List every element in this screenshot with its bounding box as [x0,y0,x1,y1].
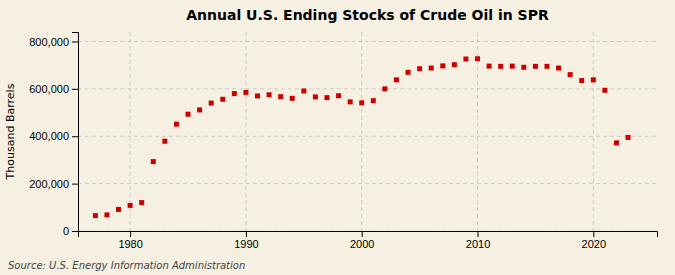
grid-line-x [245,32,246,231]
point [417,66,422,71]
point [174,122,179,127]
point [510,64,515,69]
grid-line-x [130,32,131,231]
point [556,66,561,71]
point [116,207,121,212]
tick-mark [593,231,594,237]
point [255,93,260,98]
point [220,97,225,102]
point [197,107,202,112]
point [162,139,167,144]
point [591,77,596,82]
tick-label: 2020 [582,238,606,250]
tick-label: 2010 [466,238,490,250]
tick-label: 1980 [118,238,142,250]
point [93,213,98,218]
axis-line [72,33,79,232]
tick-mark [130,231,131,237]
tick: 600,000 [29,83,78,95]
tick: 800,000 [29,35,78,47]
point [602,88,607,93]
tick-label: 1990 [234,238,258,250]
point [348,99,353,104]
tick: 200,000 [29,178,78,190]
point [429,66,434,71]
plot: 1980 1990 2000 2010 2020 0 200,000 400,000 600,0… [29,32,657,250]
grid-line-y [78,88,657,89]
tick-label: 200,000 [29,178,69,190]
point [336,93,341,98]
point [290,96,295,101]
point [278,94,283,99]
grid-line-x [361,32,362,231]
point [382,86,387,91]
point [579,78,584,83]
chart: 1980 1990 2000 2010 2020 0 200,000 400,000 600,0… [0,0,675,275]
point [626,135,631,140]
tick: 1980 [118,231,142,250]
point [371,98,376,103]
point [394,77,399,82]
tick-mark [72,184,78,185]
grid-line-y [78,136,657,137]
grid-line-x [477,32,478,231]
tick-mark [72,231,78,232]
point [487,64,492,69]
tick-label: 400,000 [29,130,69,142]
grid-line-y [78,41,657,42]
tick-mark [362,231,363,237]
point [544,64,549,69]
point [440,63,445,68]
tick-label: 2000 [350,238,374,250]
tick: 2020 [582,231,606,250]
tick: 1990 [234,231,258,250]
tick-mark [72,41,78,42]
point [406,70,411,75]
point [498,64,503,69]
point [313,94,318,99]
point [452,62,457,67]
tick: 400,000 [29,130,78,142]
point [359,100,364,105]
point [324,95,329,100]
point [475,56,480,61]
tick-mark [72,89,78,90]
tick-label: 0 [63,225,69,237]
point [463,57,468,62]
grid-line-x [593,32,594,231]
point [243,90,248,95]
point [209,101,214,106]
source-note: Source: U.S. Energy Information Administ… [8,260,245,271]
point [533,64,538,69]
point [614,140,619,145]
y-axis-title: Thousand Barrels [4,83,17,180]
background [0,0,675,275]
point [104,212,109,217]
grid-line-y [78,183,657,184]
x-axis: 1980 1990 2000 2010 2020 [79,231,658,250]
tick-mark [478,231,479,237]
tick-label: 800,000 [29,35,69,47]
y-axis: 0 200,000 400,000 600,000 800,000 [29,33,78,238]
tick: 2000 [350,231,374,250]
point [186,112,191,117]
grid [78,32,657,231]
axis-line [79,232,658,238]
tick-mark [72,136,78,137]
point [128,203,133,208]
tick: 2010 [466,231,490,250]
point [267,92,272,97]
tick-mark [246,231,247,237]
point [521,65,526,70]
point [139,200,144,205]
point [568,72,573,77]
point [151,159,156,164]
tick: 0 [63,225,78,237]
tick-label: 600,000 [29,83,69,95]
points [93,56,631,218]
point [232,91,237,96]
point [301,88,306,93]
title: Annual U.S. Ending Stocks of Crude Oil i… [186,7,549,23]
